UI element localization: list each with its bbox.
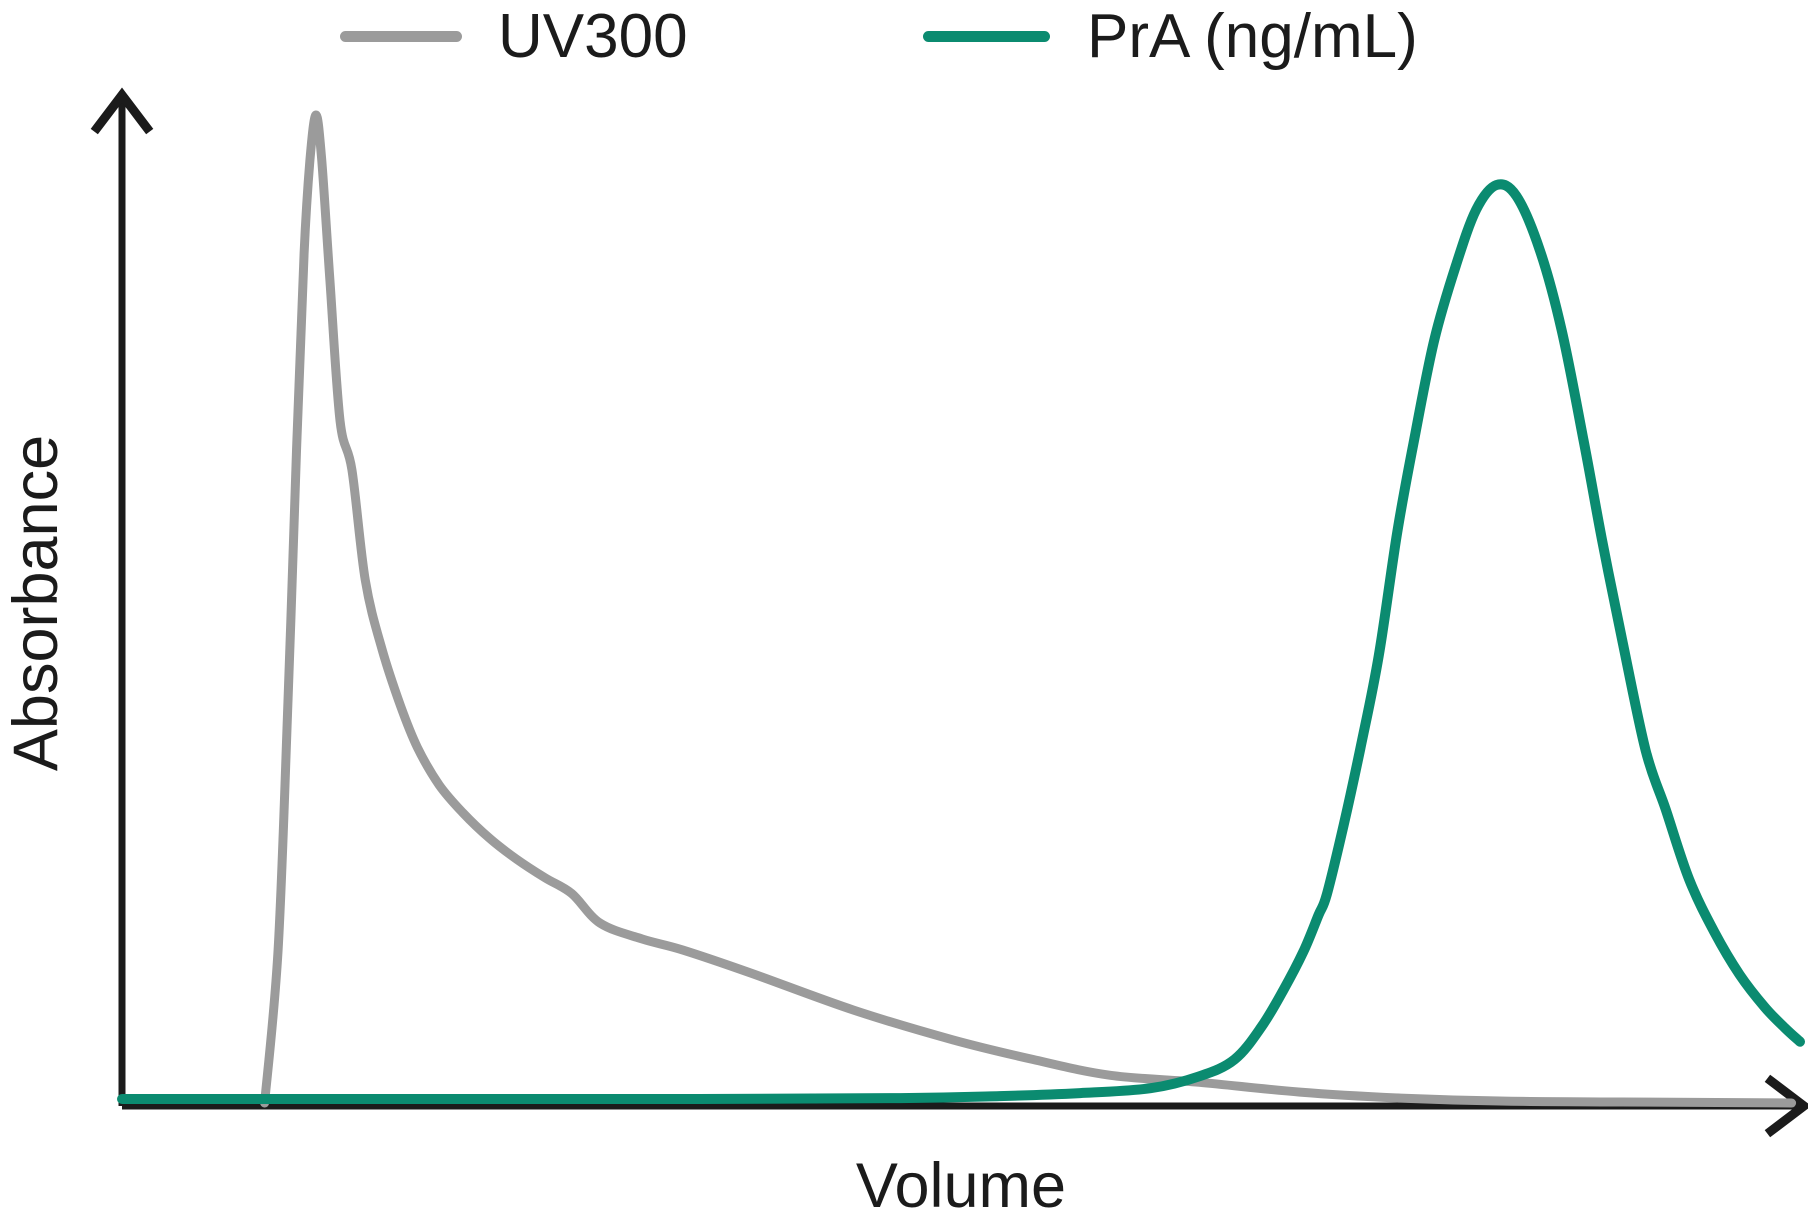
legend-label-pra: PrA (ng/mL) xyxy=(1087,2,1418,71)
x-axis-arrowhead-icon xyxy=(1764,1074,1808,1138)
series-line-pra-ng-ml xyxy=(117,179,1805,1105)
legend-item-uv300: UV300 xyxy=(340,0,688,73)
x-axis-label: Volume xyxy=(855,1151,1067,1221)
legend-label-uv300: UV300 xyxy=(498,2,688,71)
series-line-uv300 xyxy=(260,110,1797,1108)
legend-item-pra: PrA (ng/mL) xyxy=(923,0,1418,73)
y-axis-label: Absorbance xyxy=(1,434,71,772)
uv300-line-swatch xyxy=(340,31,462,42)
y-axis-arrowhead-icon xyxy=(90,87,154,135)
pra-line-swatch xyxy=(923,31,1050,42)
